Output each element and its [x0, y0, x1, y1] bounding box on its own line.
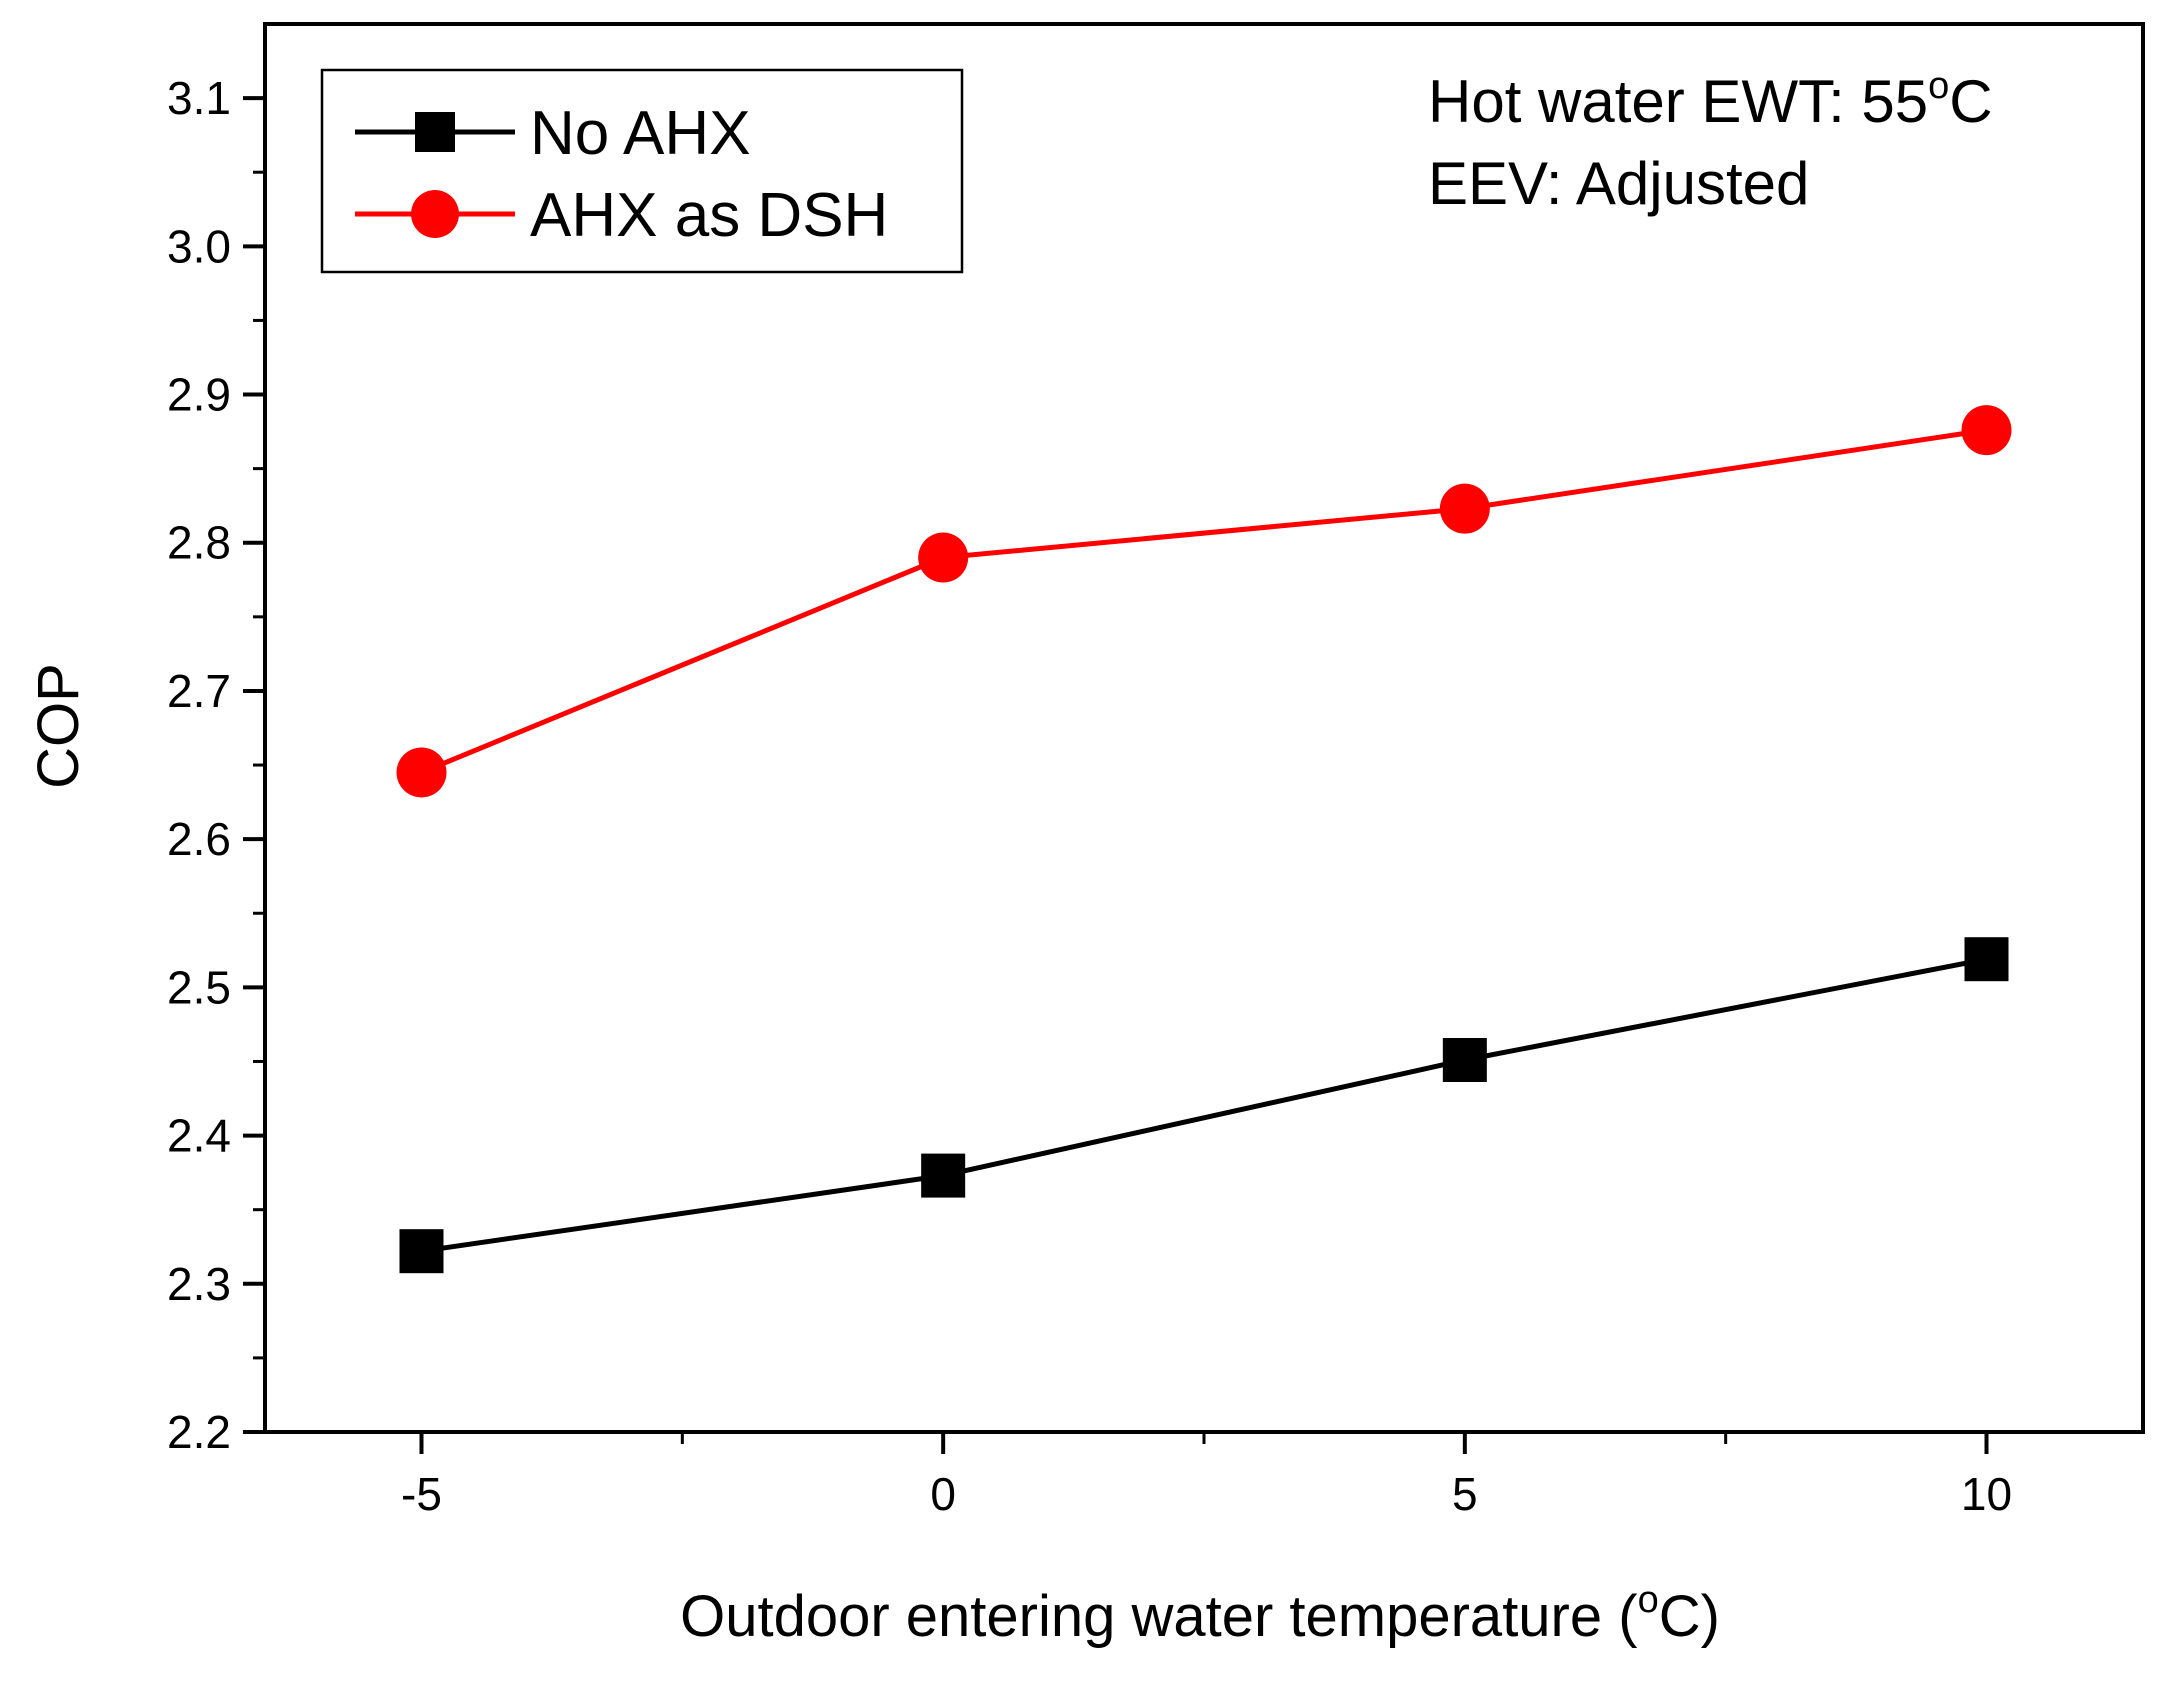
annotation-line1-degree-sup: o [1928, 65, 1949, 107]
x-tick-label: 10 [1961, 1468, 2012, 1520]
x-tick-label: 0 [930, 1468, 956, 1520]
data-point-ahx-as-dsh [1439, 483, 1490, 534]
y-tick-label: 2.8 [167, 517, 231, 569]
x-axis-title: Outdoor entering water temperature (oC) [680, 1579, 1720, 1649]
data-point-ahx-as-dsh [396, 747, 447, 798]
y-tick-label: 3.0 [167, 220, 231, 272]
legend-marker-ahx-as-dsh [411, 190, 459, 238]
data-point-ahx-as-dsh [918, 532, 969, 583]
y-tick-label: 2.2 [167, 1406, 231, 1458]
annotation-hot-water-ewt: Hot water EWT: 55oC [1428, 65, 1993, 135]
series-line-ahx-as-dsh [420, 427, 1987, 775]
y-axis-title: COP [26, 663, 91, 789]
y-tick-label: 2.7 [167, 665, 231, 717]
data-point-ahx-as-dsh [1961, 405, 2012, 456]
x-axis-title-degree-sup: o [1638, 1579, 1659, 1621]
x-tick-label: 5 [1452, 1468, 1478, 1520]
y-tick-label: 2.3 [167, 1258, 231, 1310]
y-tick-label: 2.5 [167, 961, 231, 1013]
annotation-line1-unit: C [1949, 68, 1992, 135]
data-point-no-ahx [1442, 1037, 1487, 1082]
legend-box [320, 68, 964, 274]
data-point-no-ahx [1964, 937, 2009, 982]
series-layer [396, 405, 2012, 1274]
data-point-no-ahx [399, 1229, 444, 1274]
y-tick-label: 2.4 [167, 1110, 231, 1162]
legend-label-no-ahx: No AHX [530, 99, 751, 168]
series-line-no-ahx [421, 956, 1987, 1254]
annotation-eev-adjusted: EEV: Adjusted [1428, 150, 1809, 217]
data-point-no-ahx [921, 1153, 966, 1198]
y-axis: 2.2 2.3 2.4 2.5 2.6 2.7 2.8 2.9 3.0 3.1 [167, 72, 265, 1458]
x-axis-title-main: Outdoor entering water temperature ( [680, 1584, 1637, 1649]
annotation-line1-main: Hot water EWT: 55 [1428, 68, 1928, 135]
legend-marker-no-ahx [415, 112, 455, 152]
x-axis-title-unit: C) [1659, 1584, 1720, 1649]
series-no-ahx [399, 937, 2009, 1274]
series-ahx-as-dsh [396, 405, 2012, 798]
y-tick-label: 2.9 [167, 369, 231, 421]
x-tick-label: -5 [401, 1468, 442, 1520]
y-tick-label: 3.1 [167, 72, 231, 124]
legend-label-ahx-as-dsh: AHX as DSH [530, 181, 888, 250]
y-tick-label: 2.6 [167, 813, 231, 865]
x-axis: -5 0 5 10 [401, 1432, 2012, 1520]
legend: No AHX AHX as DSH [320, 68, 964, 274]
